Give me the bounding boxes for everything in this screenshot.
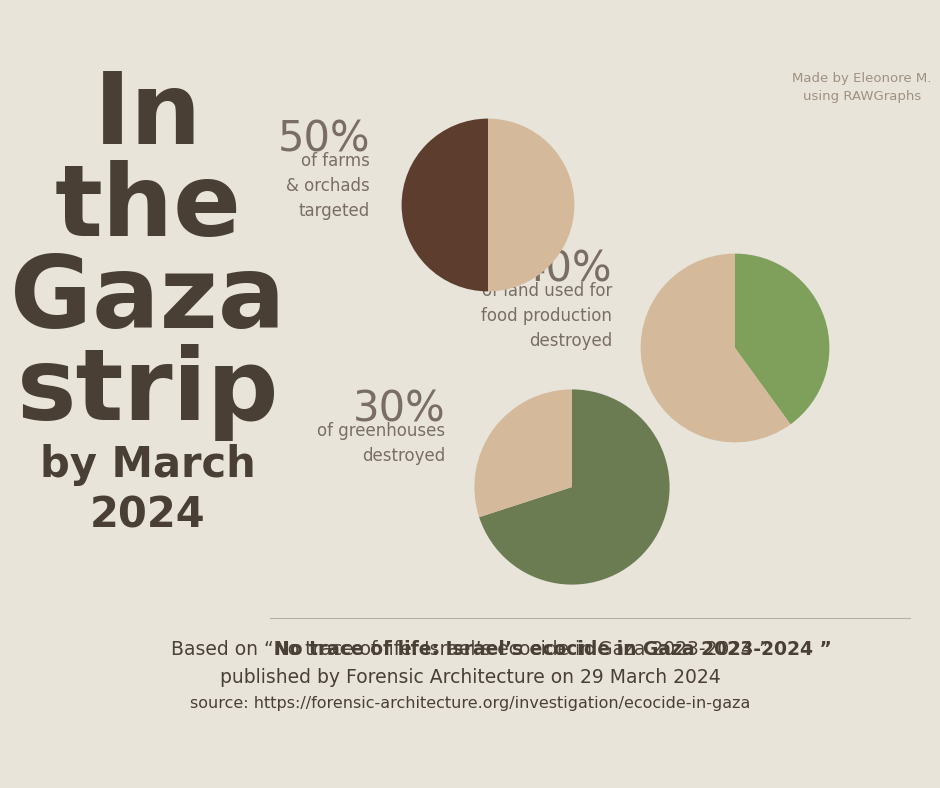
Text: published by Forensic Architecture on 29 March 2024: published by Forensic Architecture on 29… [220,668,720,687]
Text: strip: strip [17,344,279,441]
Text: No trace of life: Israel’s ecocide in Gaza 2023-2024 ”: No trace of life: Israel’s ecocide in Ga… [274,640,832,659]
Text: Gaza: Gaza [10,252,286,349]
Text: of land used for
food production
destroyed: of land used for food production destroy… [481,282,612,350]
Text: by March
2024: by March 2024 [40,444,256,537]
Wedge shape [488,119,574,292]
Text: Based on “No trace of life: Israel’s ecocide in Gaza 2023-2024 ”: Based on “No trace of life: Israel’s eco… [171,640,769,659]
Wedge shape [640,254,791,442]
Text: In: In [94,68,202,165]
Text: of greenhouses
destroyed: of greenhouses destroyed [317,422,445,465]
Wedge shape [475,389,572,517]
Text: 40%: 40% [520,248,612,290]
Text: Based on “No trace of life: Israel’s ecocide in Gaza 2023-2024 ”: Based on “No trace of life: Israel’s eco… [171,640,769,659]
Wedge shape [735,254,829,425]
Text: source: https://forensic-architecture.org/investigation/ecocide-in-gaza: source: https://forensic-architecture.or… [190,696,750,711]
Text: 50%: 50% [277,118,370,160]
Text: of farms
& orchads
targeted: of farms & orchads targeted [287,152,370,220]
Text: the: the [55,160,242,257]
Wedge shape [479,389,669,585]
Text: 30%: 30% [352,388,445,430]
Wedge shape [401,119,488,292]
Text: Made by Eleonore M.
using RAWGraphs: Made by Eleonore M. using RAWGraphs [792,72,932,103]
